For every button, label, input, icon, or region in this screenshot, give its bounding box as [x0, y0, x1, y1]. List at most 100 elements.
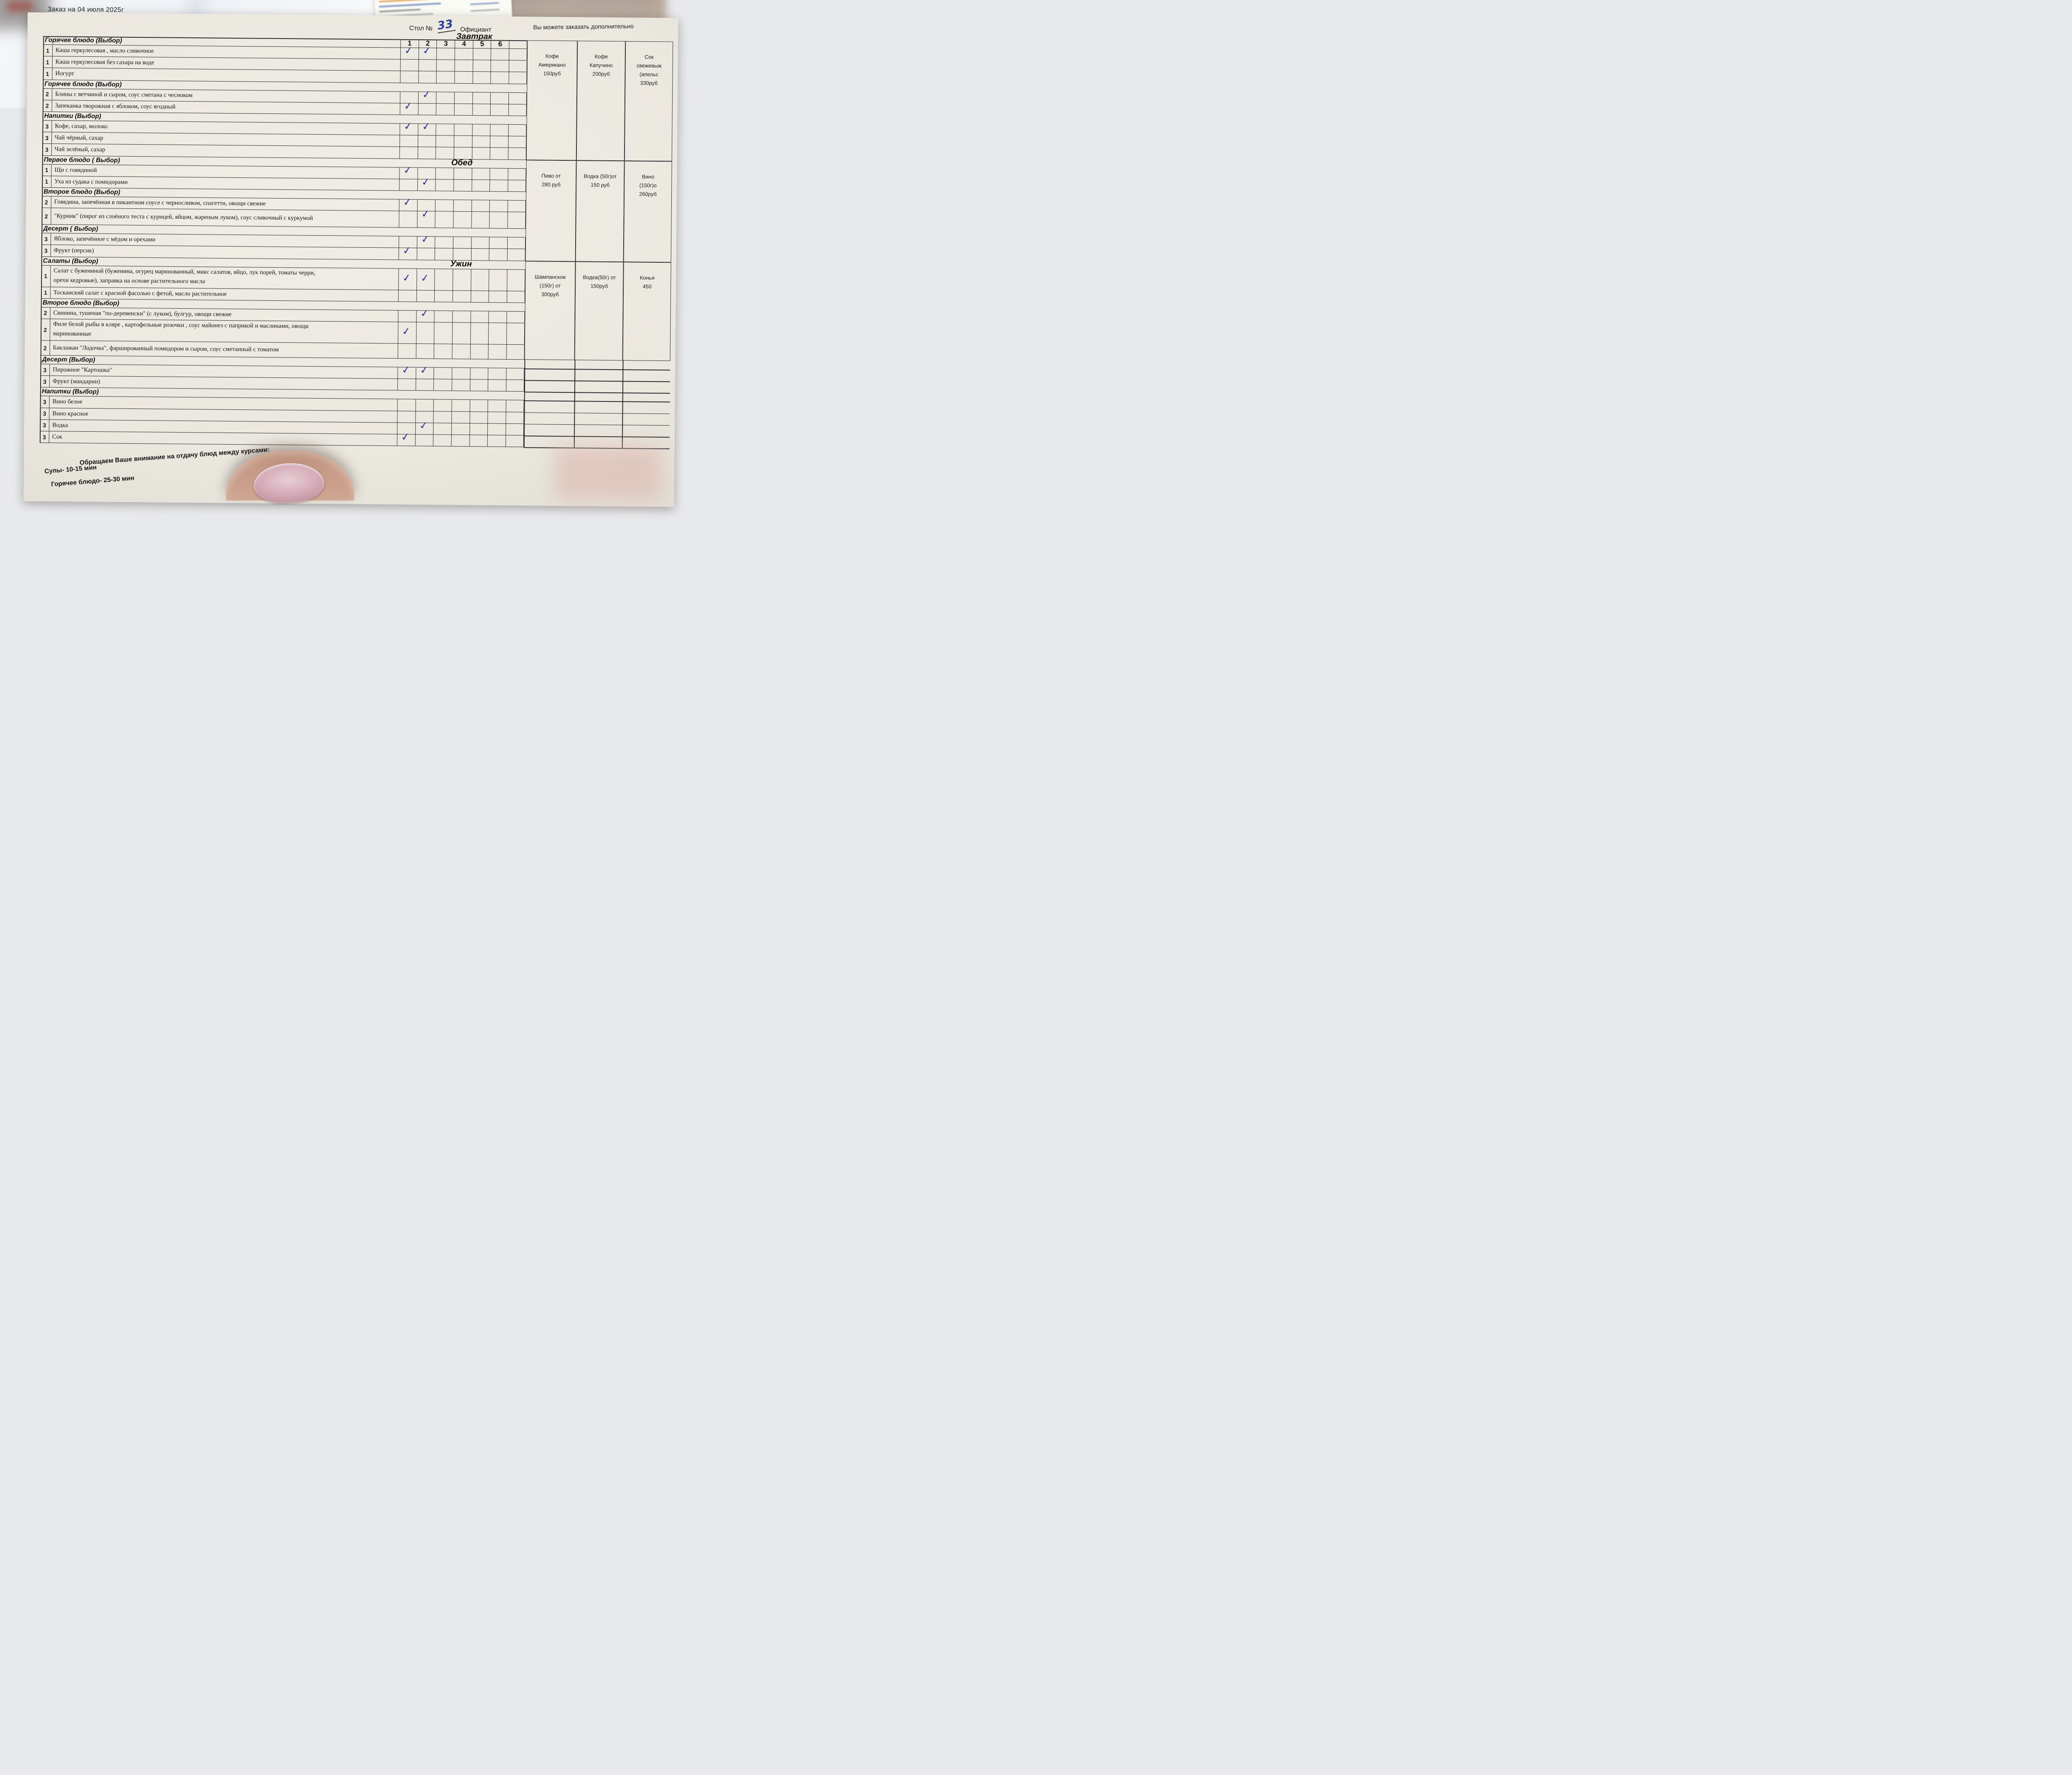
- course-number-cell: 1: [43, 56, 53, 68]
- check-cell: [416, 399, 434, 411]
- check-cell: [399, 147, 418, 159]
- check-cell: [455, 72, 473, 83]
- filler-column-cell: [508, 104, 527, 116]
- filler-column-cell: [506, 412, 524, 423]
- price-text-line: Кофе: [545, 53, 559, 59]
- handwritten-checkmark: ✓: [403, 99, 413, 112]
- section-header-label: Второе блюдо (Выбор): [43, 188, 121, 196]
- filler-column-cell: [507, 323, 525, 345]
- check-cell: [470, 368, 489, 380]
- check-cell: [418, 103, 437, 115]
- check-cell: [400, 59, 419, 71]
- handwritten-checkmark: ✓: [401, 325, 411, 338]
- section-header-label: Десерт ( Выбор): [43, 225, 98, 233]
- check-cell: [490, 148, 509, 160]
- check-cell: [453, 290, 471, 302]
- blurred-finger: [554, 446, 662, 500]
- check-cell: [488, 423, 506, 435]
- check-cell: [397, 399, 416, 411]
- handwritten-checkmark: ✓: [402, 271, 411, 284]
- price-text-line: 260руб: [639, 191, 657, 197]
- course-number-cell: 2: [41, 307, 51, 319]
- check-cell: [489, 311, 507, 323]
- course-number-cell: 3: [42, 121, 52, 132]
- check-cell: [452, 368, 471, 380]
- check-cell: [472, 179, 490, 191]
- check-cell: [470, 400, 489, 412]
- filler-column-cell: [506, 344, 525, 360]
- check-cell: [488, 380, 507, 392]
- check-cell: [436, 147, 455, 159]
- check-cell: [434, 322, 453, 344]
- check-cell: [454, 179, 472, 191]
- check-cell: [415, 434, 434, 446]
- filler-column-cell: [507, 291, 525, 302]
- section-header-label: Салаты (Выбор): [43, 257, 98, 265]
- dish-name-cell: Баклажан "Лодочка", фаршированный помидо…: [50, 341, 398, 358]
- filler-column-cell: [508, 237, 526, 249]
- handwritten-checkmark: ✓: [421, 88, 431, 101]
- price-text-line: Пиво от: [541, 172, 561, 179]
- check-cell: [436, 167, 454, 179]
- course-number-cell: 1: [41, 287, 51, 299]
- filler-column-cell: [507, 311, 525, 323]
- check-cell: [489, 323, 507, 344]
- handwritten-checkmark: ✓: [420, 233, 430, 246]
- price-text-line: Конья: [640, 274, 655, 281]
- check-cell: [472, 200, 490, 212]
- dish-name: Баклажан "Лодочка", фаршированный помидо…: [53, 344, 279, 353]
- check-cell: [400, 71, 419, 83]
- check-cell: [452, 379, 470, 391]
- check-cell: [473, 72, 491, 84]
- check-cell: [489, 237, 508, 249]
- check-cell: [490, 200, 508, 212]
- course-number-cell: 2: [41, 196, 51, 208]
- guest-column-header: 4: [455, 39, 474, 48]
- handwritten-checkmark: ✓: [420, 208, 430, 220]
- price-text-line: (апельс: [639, 71, 658, 78]
- check-cell: [453, 200, 472, 212]
- check-cell: [490, 136, 509, 148]
- course-number-cell: 2: [40, 319, 51, 341]
- check-cell: [452, 344, 471, 359]
- filler-column-cell: [508, 148, 527, 160]
- check-cell: [455, 60, 473, 72]
- price-cell-lunch: Водка (50г)от 150 руб: [575, 160, 625, 262]
- filler-column-cell: [509, 60, 527, 72]
- handwritten-checkmark: ✓: [403, 120, 413, 133]
- check-cell: [434, 311, 453, 322]
- price-text-line: Американо: [538, 61, 566, 68]
- price-cell-dinner: Шампанское (150г) от 300руб: [524, 261, 576, 360]
- handwritten-checkmark: ✓: [400, 430, 410, 443]
- price-text-line: Вино: [641, 173, 654, 180]
- check-cell: [417, 248, 436, 260]
- check-cell: [399, 211, 418, 228]
- course-number-cell: 2: [42, 100, 52, 112]
- course-number-cell: 3: [42, 144, 52, 155]
- price-text-line: (150г) от: [540, 282, 561, 289]
- check-cell: [453, 269, 472, 290]
- filler-column-cell: [506, 435, 524, 447]
- check-cell: [419, 60, 437, 71]
- course-number-cell: 2: [43, 88, 53, 100]
- filler-column-cell: [507, 249, 525, 261]
- check-cell: [436, 179, 454, 191]
- order-date: Заказ на 04 июля 2025г: [47, 6, 124, 14]
- course-number-cell: 3: [41, 245, 51, 256]
- check-cell: [489, 291, 508, 302]
- section-header-label: Напитки (Выбор): [44, 112, 102, 120]
- check-cell: [471, 237, 490, 249]
- handwritten-checkmark: ✓: [421, 175, 431, 188]
- check-cell: [470, 435, 488, 447]
- check-cell: [437, 60, 455, 72]
- check-cell: [453, 311, 471, 323]
- filler-column-cell: [506, 400, 524, 412]
- check-cell: [470, 344, 489, 359]
- course-number-cell: 3: [40, 408, 50, 419]
- check-cell: [416, 343, 435, 359]
- price-text-line: Кофе: [594, 53, 608, 60]
- check-cell: [418, 135, 436, 147]
- check-cell: [472, 148, 491, 160]
- price-text-line: 300руб: [541, 291, 559, 297]
- handwritten-checkmark: ✓: [419, 307, 429, 319]
